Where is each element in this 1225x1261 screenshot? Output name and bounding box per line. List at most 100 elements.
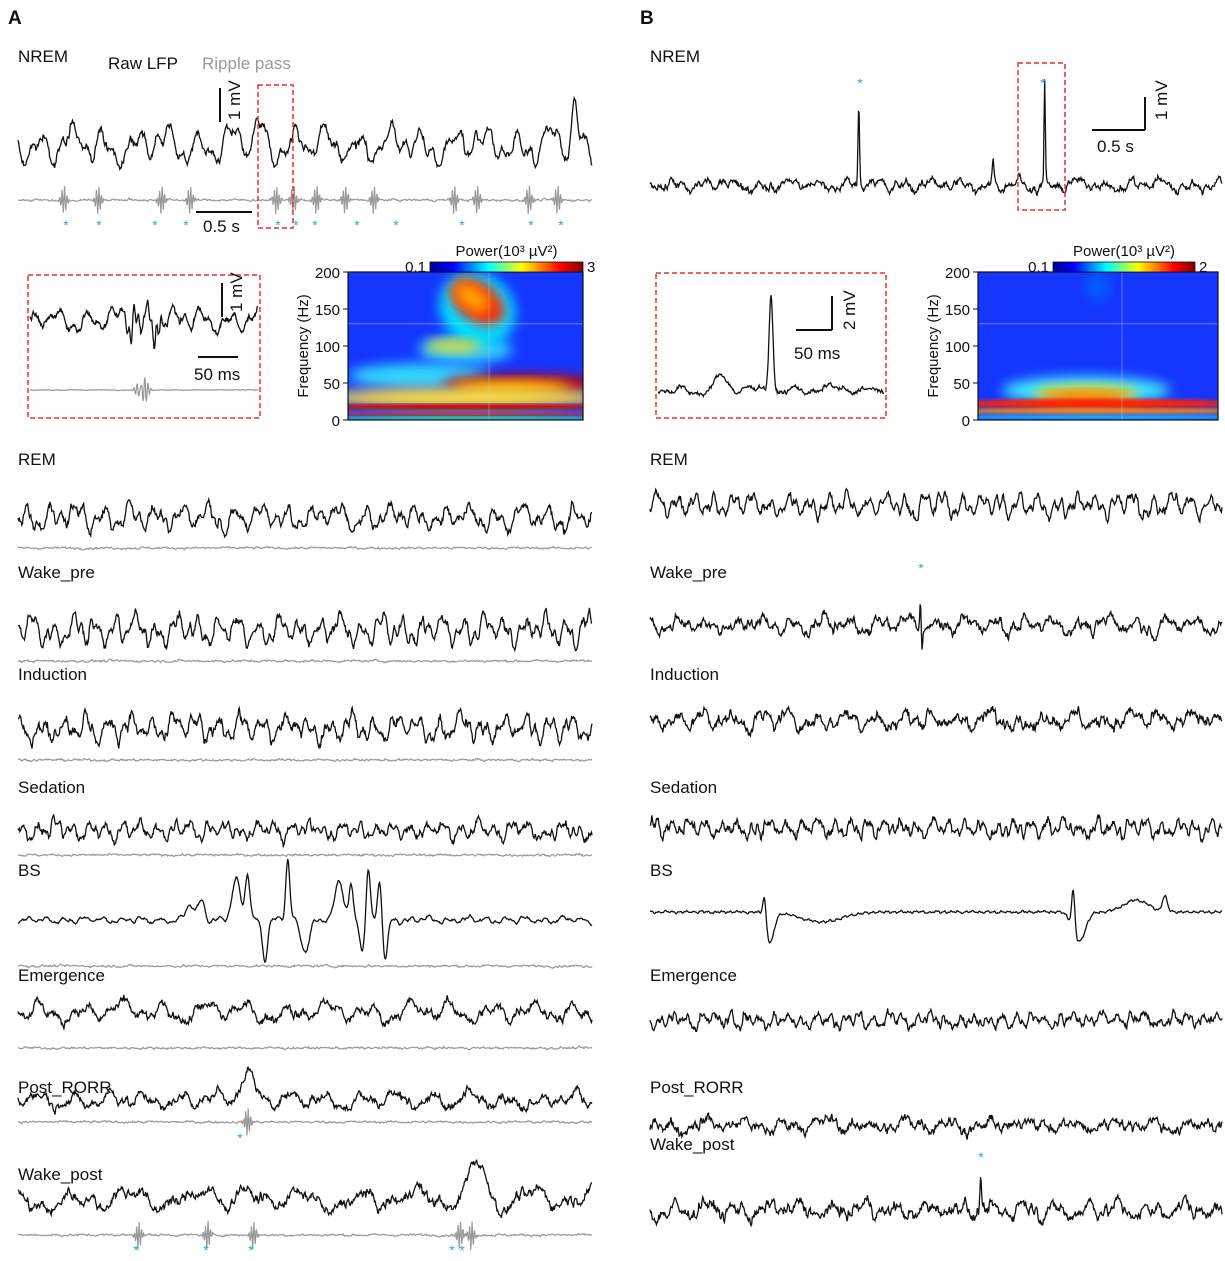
power-blob	[348, 412, 583, 417]
trace	[17, 705, 593, 750]
trace	[17, 757, 592, 763]
ripple-marker: *	[918, 560, 924, 576]
state-label: Wake_pre	[18, 563, 95, 582]
trace	[17, 185, 593, 215]
state-label: REM	[650, 450, 688, 469]
legend-raw: Raw LFP	[108, 54, 178, 73]
spectrogram	[348, 272, 583, 420]
ripple-marker: *	[152, 217, 158, 233]
y-tick-label: 100	[945, 339, 970, 356]
y-tick-label: 150	[945, 302, 970, 319]
colorbar-max: 2	[1199, 259, 1207, 276]
trace	[17, 858, 593, 963]
ripple-marker: *	[63, 217, 69, 233]
ripple-marker: *	[275, 217, 281, 233]
ripple-marker: *	[449, 1242, 455, 1256]
trace	[17, 1220, 593, 1250]
scale-time: 0.5 s	[203, 217, 240, 236]
power-blob	[425, 340, 482, 352]
power-blob	[978, 408, 1218, 415]
panel-label: A	[8, 8, 22, 29]
trace	[29, 299, 259, 349]
state-label: Wake_post	[18, 1165, 103, 1184]
trace	[17, 1044, 593, 1051]
y-tick-label: 0	[962, 413, 970, 430]
state-label: NREM	[18, 47, 68, 66]
ripple-marker: *	[133, 1242, 139, 1256]
trace	[657, 295, 884, 399]
state-label: NREM	[650, 47, 700, 66]
state-label: Emergence	[650, 966, 737, 985]
trace	[17, 1159, 592, 1219]
colorbar	[429, 261, 584, 273]
scale-voltage: 1 mV	[225, 80, 244, 120]
scale-voltage: 1 mV	[1152, 80, 1171, 120]
state-label: REM	[18, 450, 56, 469]
state-label: BS	[650, 861, 673, 880]
trace	[649, 704, 1223, 738]
highlight-box	[1017, 62, 1066, 211]
trace	[17, 852, 593, 858]
power-blob	[348, 387, 583, 408]
legend-ripple: Ripple pass	[202, 54, 291, 73]
inset-scale-voltage: 2 mV	[840, 290, 859, 330]
state-label: BS	[18, 861, 41, 880]
trace	[17, 994, 593, 1032]
trace	[649, 79, 1223, 197]
highlight-box	[27, 274, 261, 419]
ripple-marker: *	[183, 217, 189, 233]
power-blob	[454, 282, 491, 313]
ripple-marker: *	[558, 217, 564, 233]
trace	[17, 813, 593, 849]
state-label: Induction	[18, 665, 87, 684]
trace	[17, 545, 593, 551]
panel-label: B	[640, 8, 654, 29]
ripple-marker: *	[857, 75, 863, 91]
y-axis-label: Frequency (Hz)	[925, 294, 942, 397]
ripple-marker: *	[393, 217, 399, 233]
highlight-box	[257, 84, 294, 229]
trace	[17, 496, 593, 539]
trace	[649, 1007, 1223, 1033]
inset-scale-time: 50 ms	[194, 365, 240, 384]
y-tick-label: 0	[332, 413, 340, 430]
trace	[649, 487, 1223, 525]
inset-scale-voltage: 1 mV	[227, 272, 246, 312]
y-tick-label: 150	[315, 302, 340, 319]
y-tick-label: 200	[945, 265, 970, 282]
ripple-marker: *	[293, 217, 299, 233]
power-blob	[978, 398, 1218, 409]
power-blob	[1086, 272, 1110, 301]
trace	[649, 889, 1223, 944]
state-label: Wake_pre	[650, 563, 727, 582]
highlight-box	[655, 272, 887, 419]
trace	[17, 95, 593, 172]
colorbar-title: Power(10³ µV²)	[1073, 243, 1175, 260]
y-axis-label: Frequency (Hz)	[295, 294, 312, 397]
scale-time: 0.5 s	[1097, 137, 1134, 156]
trace	[17, 1108, 593, 1136]
ripple-marker: *	[528, 217, 534, 233]
trace	[17, 1066, 593, 1115]
ripple-marker: *	[978, 1149, 984, 1165]
trace	[17, 607, 593, 653]
state-label: Emergence	[18, 966, 105, 985]
trace	[649, 1177, 1223, 1228]
trace	[17, 962, 593, 970]
power-blob	[978, 415, 1218, 420]
colorbar-min: 0.1	[405, 259, 426, 276]
state-label: Sedation	[18, 778, 85, 797]
state-label: Post_RORR	[650, 1078, 744, 1097]
colorbar-min: 0.1	[1028, 259, 1049, 276]
ripple-marker: *	[248, 1242, 254, 1256]
ripple-marker: *	[312, 217, 318, 233]
trace	[649, 604, 1223, 650]
power-blob	[348, 403, 583, 410]
content: A B NREM Raw LFP Ripple pass * * * * * * * * * * * * 1 mV…	[8, 8, 1223, 1258]
ripple-marker: *	[237, 1130, 243, 1146]
inset-scale-time: 50 ms	[794, 344, 840, 363]
ripple-marker: *	[354, 217, 360, 233]
ripple-marker: *	[459, 1242, 465, 1256]
colorbar	[1052, 261, 1196, 273]
ripple-marker: *	[459, 217, 465, 233]
